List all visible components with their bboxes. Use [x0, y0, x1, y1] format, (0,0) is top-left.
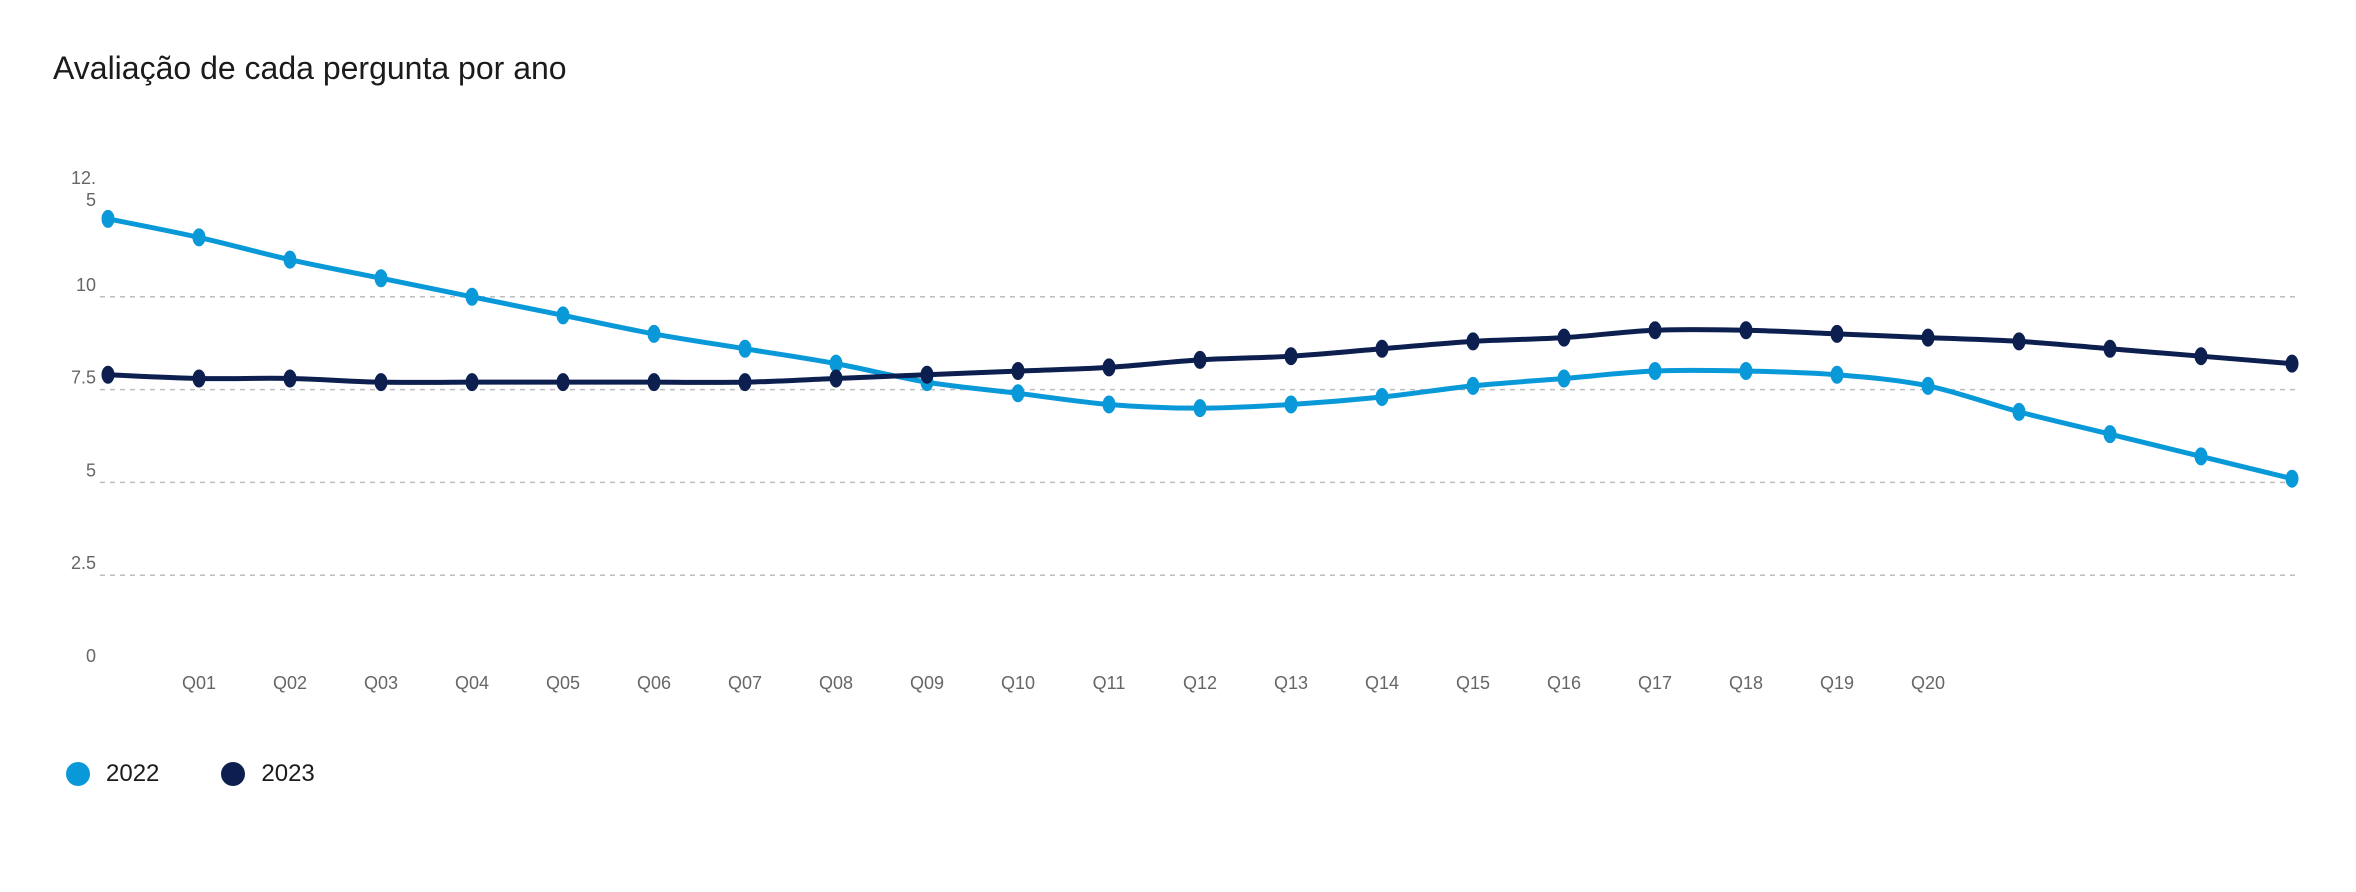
- data-point-2022: [465, 287, 479, 306]
- data-point-2022: [2012, 402, 2026, 421]
- data-point-2023: [1375, 339, 1389, 358]
- x-tick-label: Q13: [1274, 673, 1308, 693]
- series-line-2022: [105, 216, 2295, 482]
- series-lines: [105, 216, 2295, 482]
- data-point-2022: [1921, 376, 1935, 395]
- x-tick-label: Q04: [455, 673, 489, 693]
- data-point-2022: [1739, 362, 1753, 381]
- data-point-2023: [647, 373, 661, 392]
- data-point-2022: [556, 306, 570, 325]
- data-point-2023: [1193, 350, 1207, 369]
- y-tick-label: 5: [86, 460, 96, 480]
- data-point-2023: [1739, 321, 1753, 340]
- x-tick-label: Q07: [728, 673, 762, 693]
- data-point-2023: [920, 365, 934, 384]
- legend-item-2023[interactable]: 2023: [221, 760, 315, 788]
- series-points: [101, 209, 2299, 488]
- legend-swatch-2023: [221, 762, 246, 786]
- data-point-2023: [374, 373, 388, 392]
- y-tick-label: 0: [86, 646, 96, 666]
- data-point-2023: [2012, 332, 2026, 351]
- data-point-2022: [1102, 395, 1116, 414]
- x-tick-label: Q19: [1820, 673, 1854, 693]
- y-tick-label: 12. 5: [71, 168, 96, 210]
- data-point-2023: [283, 369, 297, 388]
- x-tick-label: Q18: [1729, 673, 1763, 693]
- legend-label-2023: 2023: [261, 760, 315, 787]
- data-point-2023: [1921, 328, 1935, 347]
- data-point-2022: [1193, 399, 1207, 418]
- data-point-2022: [101, 209, 115, 228]
- x-tick-label: Q10: [1001, 673, 1035, 693]
- x-tick-label: Q11: [1093, 673, 1126, 693]
- x-tick-label: Q16: [1547, 673, 1581, 693]
- data-point-2022: [2103, 425, 2117, 444]
- data-point-2023: [1284, 347, 1298, 366]
- data-point-2022: [829, 354, 843, 373]
- data-point-2023: [192, 369, 206, 388]
- data-point-2023: [465, 373, 479, 392]
- data-point-2023: [1648, 321, 1662, 340]
- x-tick-label: Q02: [273, 673, 307, 693]
- data-point-2023: [2103, 339, 2117, 358]
- data-point-2023: [1466, 332, 1480, 351]
- data-point-2022: [647, 324, 661, 343]
- x-tick-label: Q17: [1638, 673, 1672, 693]
- data-point-2022: [1284, 395, 1298, 414]
- x-tick-label: Q01: [182, 673, 216, 693]
- data-point-2023: [101, 365, 115, 384]
- chart-title: Avaliação de cada pergunta por ano: [53, 50, 567, 86]
- x-tick-label: Q08: [819, 673, 853, 693]
- data-point-2023: [2285, 354, 2299, 373]
- x-tick-label: Q03: [364, 673, 398, 693]
- x-tick-label: Q12: [1183, 673, 1217, 693]
- data-point-2022: [1557, 369, 1571, 388]
- x-tick-label: Q05: [546, 673, 580, 693]
- data-point-2023: [556, 373, 570, 392]
- data-point-2022: [283, 250, 297, 269]
- data-point-2022: [374, 269, 388, 288]
- data-point-2022: [2285, 469, 2299, 488]
- x-tick-label: Q15: [1456, 673, 1490, 693]
- legend: 2022 2023: [66, 760, 377, 788]
- legend-item-2022[interactable]: 2022: [66, 760, 159, 788]
- x-tick-label: Q20: [1911, 673, 1945, 693]
- y-tick-label: 2.5: [71, 553, 96, 573]
- data-point-2023: [829, 369, 843, 388]
- data-point-2023: [1102, 358, 1116, 377]
- x-tick-label: Q14: [1365, 673, 1399, 693]
- data-point-2023: [1830, 324, 1844, 343]
- data-point-2022: [738, 339, 752, 358]
- y-tick-label: 10: [76, 275, 96, 295]
- data-point-2022: [1375, 388, 1389, 407]
- legend-label-2022: 2022: [106, 760, 160, 787]
- data-point-2022: [1830, 365, 1844, 384]
- x-tick-label: Q06: [637, 673, 671, 693]
- data-point-2022: [192, 228, 206, 247]
- data-point-2022: [1011, 384, 1025, 403]
- data-point-2022: [1466, 376, 1480, 395]
- x-tick-label: Q09: [910, 673, 944, 693]
- y-tick-label: 7.5: [71, 368, 96, 388]
- data-point-2023: [738, 373, 752, 392]
- data-point-2022: [1648, 362, 1662, 381]
- y-tick-label-line: 5: [86, 190, 96, 210]
- data-point-2022: [2194, 447, 2208, 466]
- data-point-2023: [1011, 362, 1025, 381]
- y-tick-label-line: 12.: [71, 168, 96, 188]
- data-point-2023: [2194, 347, 2208, 366]
- legend-swatch-2022: [66, 762, 90, 786]
- x-axis-ticks: Q01 Q02 Q03 Q04 Q05 Q06 Q07 Q08 Q09 Q10 Q11 Q12 Q13 Q…: [182, 673, 1945, 693]
- data-point-2023: [1557, 328, 1571, 347]
